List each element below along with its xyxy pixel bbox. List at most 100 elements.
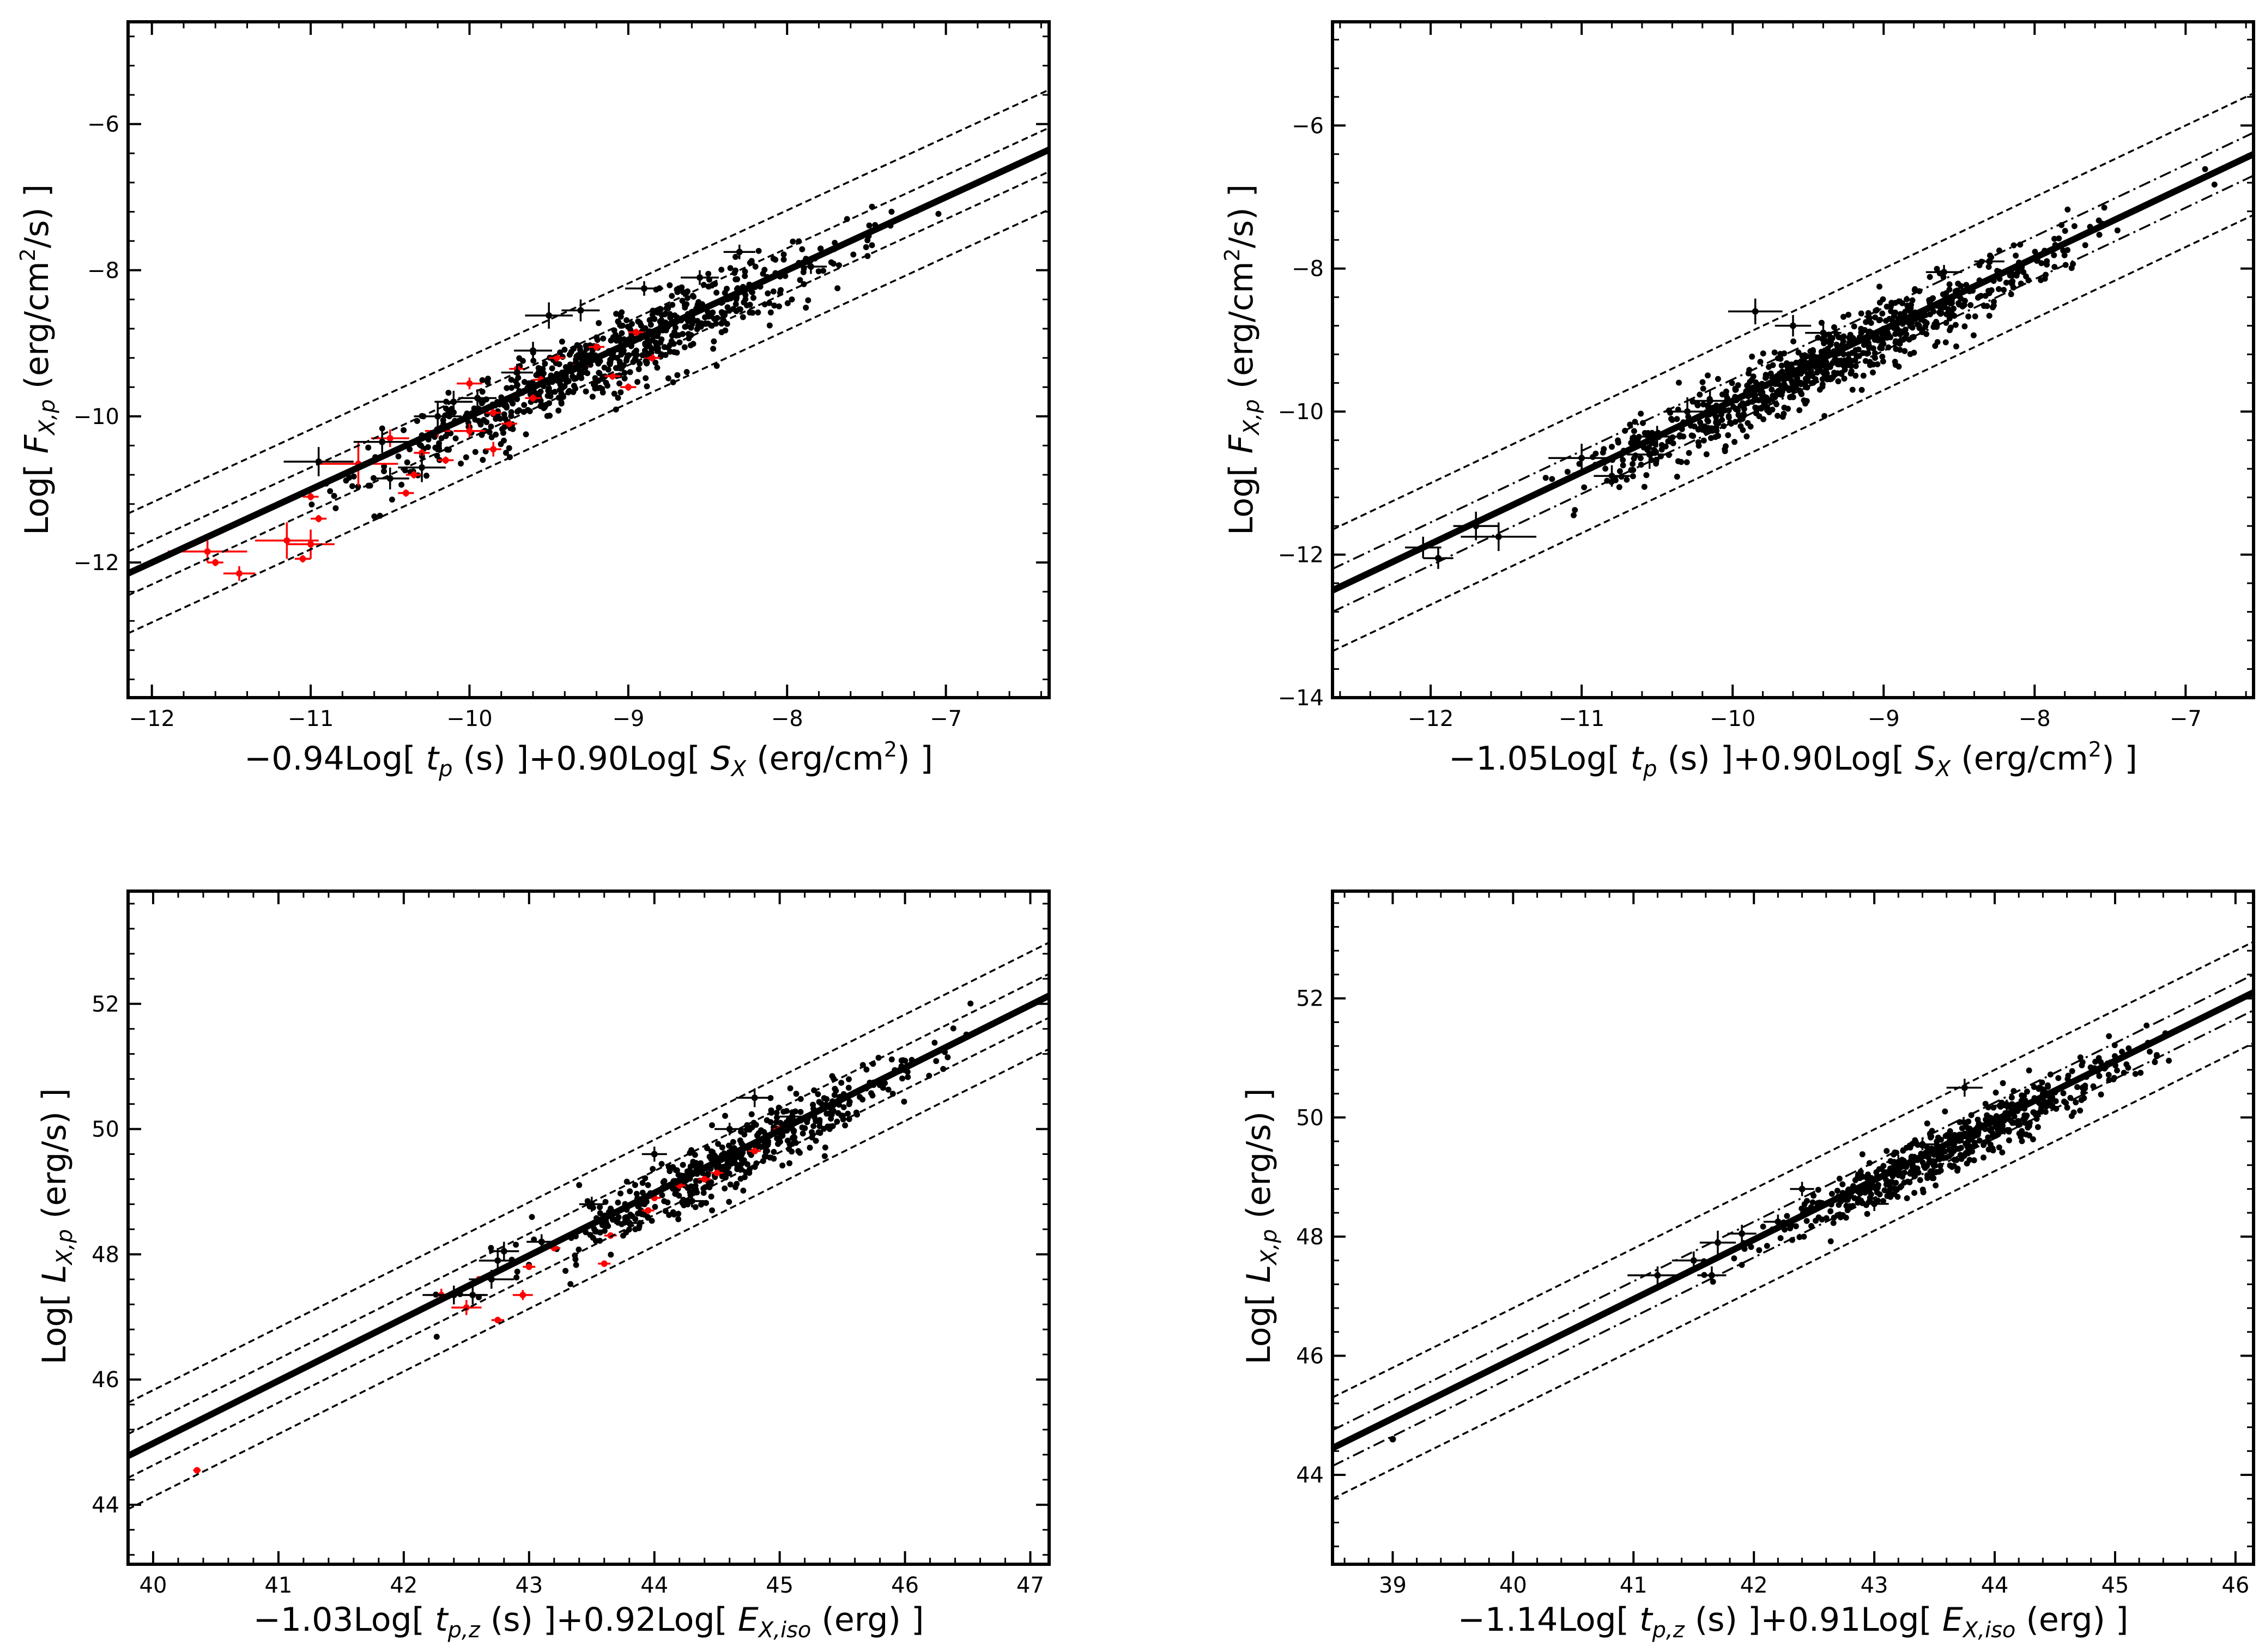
data-point (797, 1149, 803, 1156)
data-point (2079, 1062, 2085, 1069)
black-data-point (681, 270, 719, 285)
data-point (1873, 1169, 1880, 1176)
data-point (1601, 446, 1607, 452)
data-point (2045, 1084, 2051, 1090)
data-point (1892, 310, 1899, 316)
data-point (681, 344, 688, 350)
data-marker (577, 307, 584, 314)
data-point (2042, 1109, 2049, 1115)
data-point (522, 379, 528, 385)
data-point (534, 372, 540, 378)
data-point (1982, 293, 1989, 299)
data-point (1769, 386, 1775, 393)
data-marker (1578, 455, 1585, 462)
data-point (2026, 1120, 2033, 1126)
data-point (616, 380, 622, 386)
data-point (2001, 287, 2007, 293)
red-data-point (628, 329, 644, 336)
data-point (513, 1274, 520, 1281)
data-point (1691, 423, 1698, 429)
data-point (950, 1025, 956, 1032)
data-point (1688, 432, 1695, 439)
data-point (741, 1174, 748, 1181)
data-point (2211, 181, 2218, 188)
data-point (713, 362, 720, 369)
data-point (1804, 378, 1811, 384)
data-point (1886, 1181, 1892, 1188)
data-point (506, 445, 512, 451)
data-point (820, 268, 827, 274)
data-point (1795, 349, 1802, 356)
data-point (704, 1145, 710, 1152)
data-point (621, 375, 628, 382)
data-point (1809, 1199, 1816, 1206)
data-point (802, 1125, 808, 1131)
data-point (498, 441, 504, 447)
data-marker (307, 541, 314, 548)
data-point (639, 352, 646, 359)
data-point (642, 1175, 649, 1182)
data-point (443, 433, 449, 439)
black-data-point (1946, 1079, 1983, 1097)
y-axis-label: Log[ LX,p (erg/s) ] (1240, 1088, 1282, 1364)
y-tick-label: 48 (92, 1242, 119, 1267)
black-data-point (514, 342, 552, 360)
data-point (2023, 1131, 2030, 1137)
data-point (2101, 204, 2107, 211)
data-point (1764, 1243, 1770, 1249)
data-point (665, 375, 671, 382)
data-point (1984, 303, 1990, 309)
data-point (675, 1216, 682, 1223)
data-point (1778, 362, 1785, 369)
data-point (615, 1199, 621, 1206)
data-point (1902, 326, 1909, 333)
data-marker (701, 1176, 708, 1183)
data-point (722, 327, 729, 334)
data-point (647, 343, 653, 350)
data-point (2038, 260, 2045, 267)
data-point (1996, 286, 2002, 292)
data-point (327, 488, 334, 494)
data-marker (506, 420, 513, 427)
data-point (542, 404, 548, 410)
data-point (1884, 1148, 1890, 1154)
data-point (823, 1096, 830, 1103)
red-data-point (491, 1316, 504, 1323)
data-point (1624, 476, 1630, 483)
data-point (493, 416, 499, 422)
red-data-point (589, 343, 605, 351)
data-point (703, 1200, 709, 1206)
data-point (628, 320, 635, 327)
data-point (693, 1160, 699, 1166)
data-point (1632, 419, 1638, 425)
data-point (1976, 1137, 1983, 1144)
data-point (1952, 322, 1959, 328)
outer-band-lower (1333, 214, 2254, 652)
data-point (817, 245, 823, 252)
data-point (667, 348, 673, 355)
data-point (1964, 1160, 1970, 1167)
data-point (1808, 370, 1814, 377)
data-point (1884, 335, 1891, 341)
data-marker (386, 475, 393, 482)
y-axis-label: Log[ FX,p (erg/cm2/s) ] (16, 184, 60, 535)
data-point (1667, 437, 1674, 443)
data-point (1874, 361, 1881, 367)
data-point (2036, 1086, 2042, 1092)
data-point (1877, 317, 1884, 323)
data-point (845, 1085, 852, 1091)
data-point (674, 372, 681, 378)
data-point (1674, 416, 1680, 422)
data-point (1803, 353, 1810, 360)
data-point (1731, 1255, 1737, 1262)
data-marker (593, 343, 600, 350)
data-point (1989, 1130, 1996, 1136)
data-point (661, 1198, 668, 1205)
data-point (1745, 400, 1751, 407)
data-point (1993, 1090, 1999, 1096)
data-marker (2003, 1102, 2010, 1109)
data-point (1725, 407, 1732, 414)
data-point (675, 1171, 682, 1178)
data-point (1777, 1235, 1784, 1242)
data-marker (625, 384, 632, 391)
